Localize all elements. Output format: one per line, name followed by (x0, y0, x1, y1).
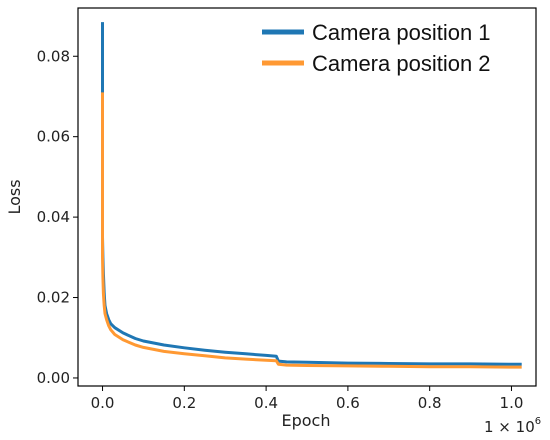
x-tick-label: 0.2 (172, 394, 196, 412)
y-axis-label: Loss (5, 179, 24, 214)
ticks-layer: 0.0 0.2 0.4 0.6 0.8 1.0 0.00 0.02 0.04 0.06 0.08 (37, 47, 524, 412)
y-tick-label: 0.04 (37, 208, 70, 226)
x-multiplier-label: 1 × 106 (484, 416, 541, 436)
legend-label-camera-2: Camera position 2 (312, 51, 491, 76)
x-tick-label: 0.8 (418, 394, 442, 412)
y-tick-label: 0.08 (37, 47, 70, 65)
y-tick-label: 0.02 (37, 289, 70, 307)
series-line-camera-2 (101, 92, 522, 369)
x-tick-label: 0.6 (336, 394, 360, 412)
x-tick-label: 0.4 (254, 394, 278, 412)
y-tick-label: 0.06 (37, 128, 70, 146)
plot-frame (77, 7, 537, 387)
legend: Camera position 1 Camera position 2 (262, 20, 491, 76)
legend-label-camera-1: Camera position 1 (312, 20, 491, 45)
x-multiplier-exponent: 6 (535, 416, 541, 427)
x-multiplier-base: 1 × 10 (484, 418, 535, 436)
x-axis-label: Epoch (282, 411, 331, 430)
x-tick-label: 0.0 (91, 394, 115, 412)
series-layer (101, 22, 522, 369)
x-tick-label: 1.0 (500, 394, 524, 412)
y-tick-label: 0.00 (37, 369, 70, 387)
